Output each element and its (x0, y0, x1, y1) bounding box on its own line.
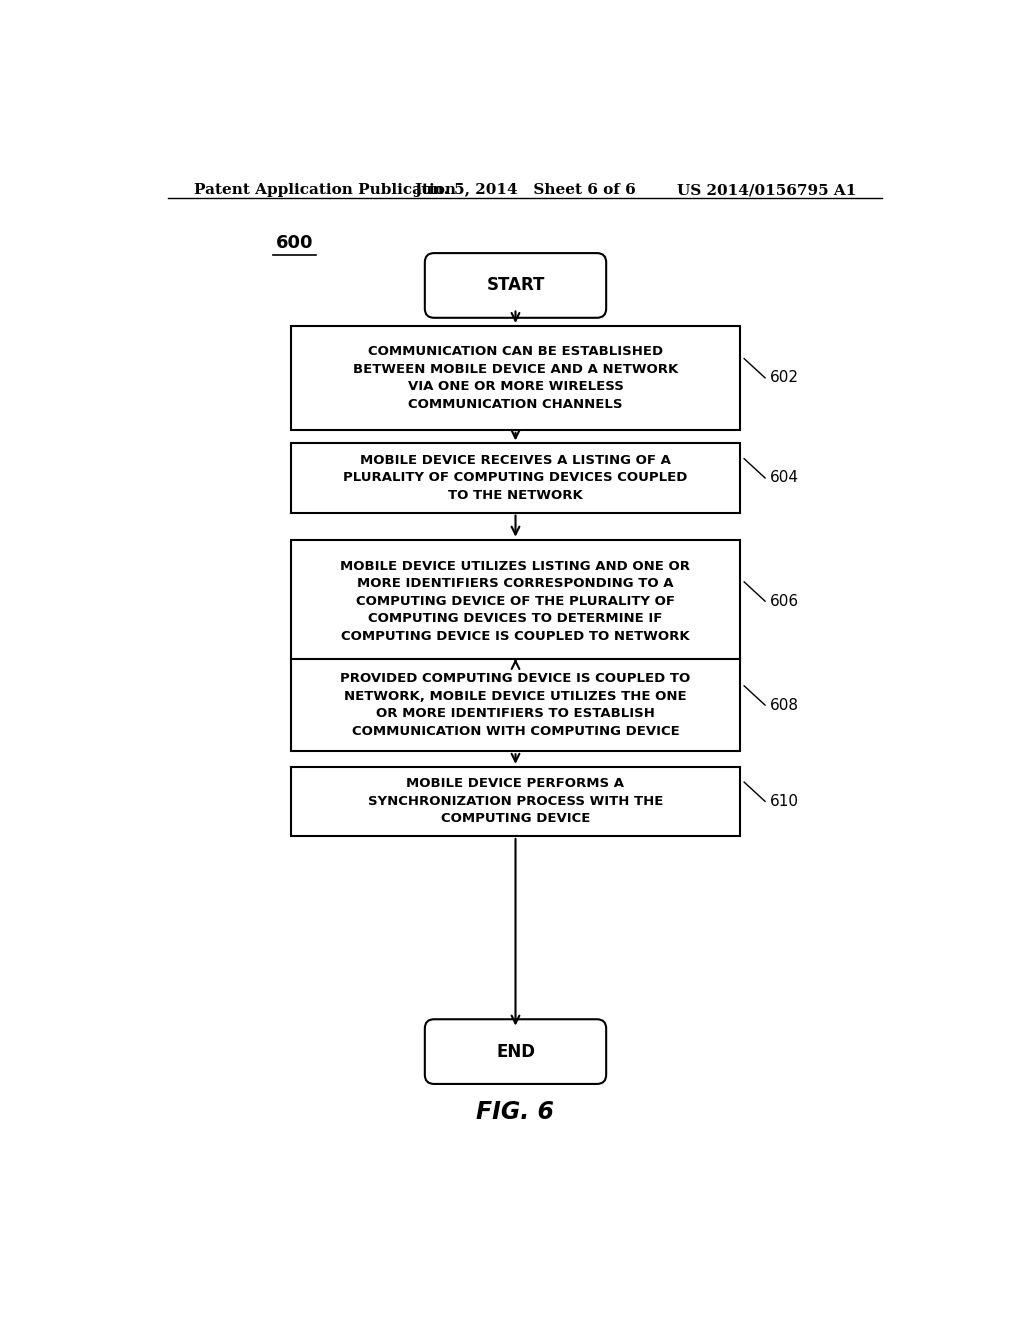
Text: 604: 604 (770, 470, 799, 486)
FancyBboxPatch shape (425, 1019, 606, 1084)
Text: Jun. 5, 2014   Sheet 6 of 6: Jun. 5, 2014 Sheet 6 of 6 (414, 183, 636, 197)
Text: 608: 608 (770, 697, 799, 713)
Text: Patent Application Publication: Patent Application Publication (194, 183, 456, 197)
Text: MOBILE DEVICE RECEIVES A LISTING OF A
PLURALITY OF COMPUTING DEVICES COUPLED
TO : MOBILE DEVICE RECEIVES A LISTING OF A PL… (343, 454, 688, 502)
Text: 602: 602 (770, 371, 799, 385)
FancyBboxPatch shape (291, 659, 740, 751)
Text: START: START (486, 276, 545, 294)
Text: 600: 600 (275, 234, 313, 252)
Text: COMMUNICATION CAN BE ESTABLISHED
BETWEEN MOBILE DEVICE AND A NETWORK
VIA ONE OR : COMMUNICATION CAN BE ESTABLISHED BETWEEN… (353, 345, 678, 411)
Text: 606: 606 (770, 594, 799, 609)
FancyBboxPatch shape (425, 253, 606, 318)
FancyBboxPatch shape (291, 444, 740, 512)
Text: MOBILE DEVICE PERFORMS A
SYNCHRONIZATION PROCESS WITH THE
COMPUTING DEVICE: MOBILE DEVICE PERFORMS A SYNCHRONIZATION… (368, 777, 664, 825)
Text: US 2014/0156795 A1: US 2014/0156795 A1 (677, 183, 856, 197)
Text: END: END (496, 1043, 535, 1060)
FancyBboxPatch shape (291, 767, 740, 836)
Text: FIG. 6: FIG. 6 (476, 1100, 555, 1123)
Text: PROVIDED COMPUTING DEVICE IS COUPLED TO
NETWORK, MOBILE DEVICE UTILIZES THE ONE
: PROVIDED COMPUTING DEVICE IS COUPLED TO … (340, 672, 690, 738)
FancyBboxPatch shape (291, 540, 740, 663)
Text: MOBILE DEVICE UTILIZES LISTING AND ONE OR
MORE IDENTIFIERS CORRESPONDING TO A
CO: MOBILE DEVICE UTILIZES LISTING AND ONE O… (341, 560, 690, 643)
Text: 610: 610 (770, 793, 799, 809)
FancyBboxPatch shape (291, 326, 740, 430)
